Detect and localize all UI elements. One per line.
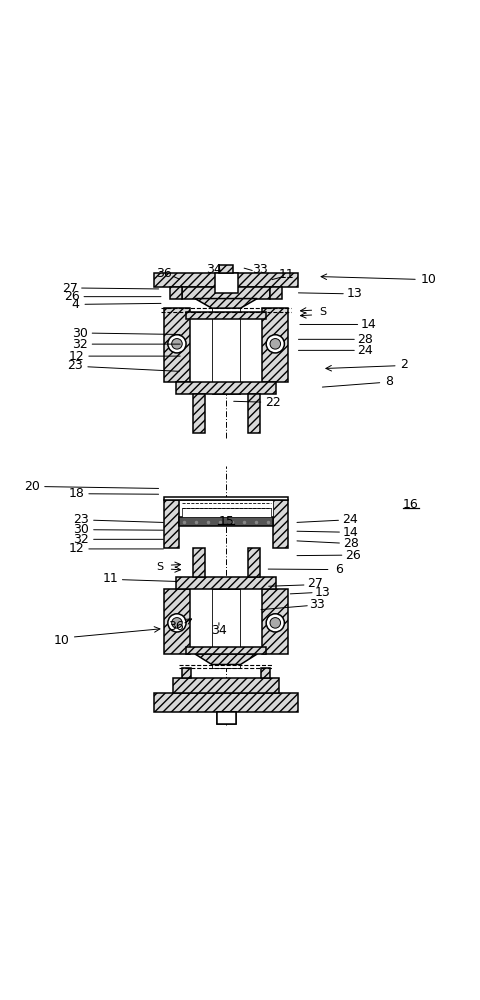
Bar [163, 500, 179, 548]
Bar [186, 647, 265, 654]
Bar [211, 382, 240, 394]
Text: 23: 23 [73, 513, 89, 526]
Circle shape [171, 339, 182, 349]
Bar [173, 678, 278, 693]
Bar [260, 668, 270, 678]
Bar [219, 265, 232, 273]
Bar [216, 712, 235, 724]
Bar [247, 394, 259, 433]
Bar [273, 500, 288, 548]
Bar [154, 693, 298, 712]
Text: 24: 24 [341, 513, 357, 526]
Bar [262, 308, 288, 382]
Bar [247, 548, 259, 577]
Text: 8: 8 [384, 375, 392, 388]
Text: 4: 4 [71, 298, 79, 311]
Text: 14: 14 [342, 526, 358, 539]
Text: 11: 11 [103, 572, 119, 585]
Text: 30: 30 [72, 327, 87, 340]
Text: 12: 12 [69, 542, 84, 555]
Bar [179, 517, 273, 526]
Circle shape [269, 339, 280, 349]
Bar [163, 497, 288, 500]
Bar [192, 548, 204, 577]
Bar [262, 589, 288, 654]
Bar [186, 312, 265, 319]
Bar [175, 382, 276, 394]
Bar [211, 577, 240, 589]
Circle shape [265, 335, 284, 353]
Text: 36: 36 [168, 620, 183, 633]
Text: 14: 14 [360, 318, 376, 331]
Bar [181, 668, 191, 678]
Circle shape [168, 614, 186, 632]
Text: 34: 34 [211, 624, 227, 637]
Text: S: S [319, 307, 326, 317]
Text: 26: 26 [64, 290, 79, 303]
Polygon shape [194, 654, 257, 665]
Bar [163, 308, 190, 382]
Text: 10: 10 [54, 634, 70, 647]
Bar [214, 273, 237, 293]
Circle shape [171, 618, 182, 628]
Bar [154, 273, 298, 287]
Text: 28: 28 [342, 537, 358, 550]
Bar [181, 508, 270, 517]
Bar [169, 287, 181, 299]
Text: 32: 32 [73, 533, 89, 546]
Bar [181, 287, 270, 299]
Text: 33: 33 [252, 263, 267, 276]
Text: 33: 33 [309, 598, 324, 611]
Text: 6: 6 [335, 563, 343, 576]
Text: 34: 34 [206, 263, 222, 276]
Text: 18: 18 [68, 487, 84, 500]
Text: 16: 16 [402, 498, 418, 511]
Bar [211, 304, 240, 387]
Text: 27: 27 [62, 282, 78, 295]
Bar [211, 394, 240, 433]
Text: 11: 11 [277, 268, 293, 281]
Text: 10: 10 [420, 273, 435, 286]
Circle shape [269, 618, 280, 628]
Text: 12: 12 [69, 350, 84, 363]
Text: S: S [156, 562, 163, 572]
Text: 27: 27 [306, 577, 322, 590]
Bar [179, 500, 273, 517]
Text: 32: 32 [72, 338, 87, 351]
Bar [192, 394, 204, 433]
Text: 36: 36 [156, 267, 171, 280]
Text: 24: 24 [357, 344, 372, 357]
Text: 13: 13 [346, 287, 362, 300]
Circle shape [168, 335, 186, 353]
Bar [211, 589, 240, 668]
Text: 13: 13 [314, 586, 330, 599]
Bar [175, 577, 276, 589]
Bar [216, 712, 235, 724]
Text: 26: 26 [345, 549, 360, 562]
Text: 30: 30 [73, 523, 89, 536]
Text: 28: 28 [357, 333, 372, 346]
Polygon shape [194, 299, 257, 308]
Text: 23: 23 [67, 359, 83, 372]
Text: 15: 15 [218, 515, 234, 528]
Bar [163, 589, 190, 654]
Bar [270, 287, 282, 299]
Text: 22: 22 [265, 396, 281, 409]
Text: 2: 2 [400, 358, 408, 371]
Circle shape [265, 614, 284, 632]
Text: 20: 20 [24, 480, 40, 493]
